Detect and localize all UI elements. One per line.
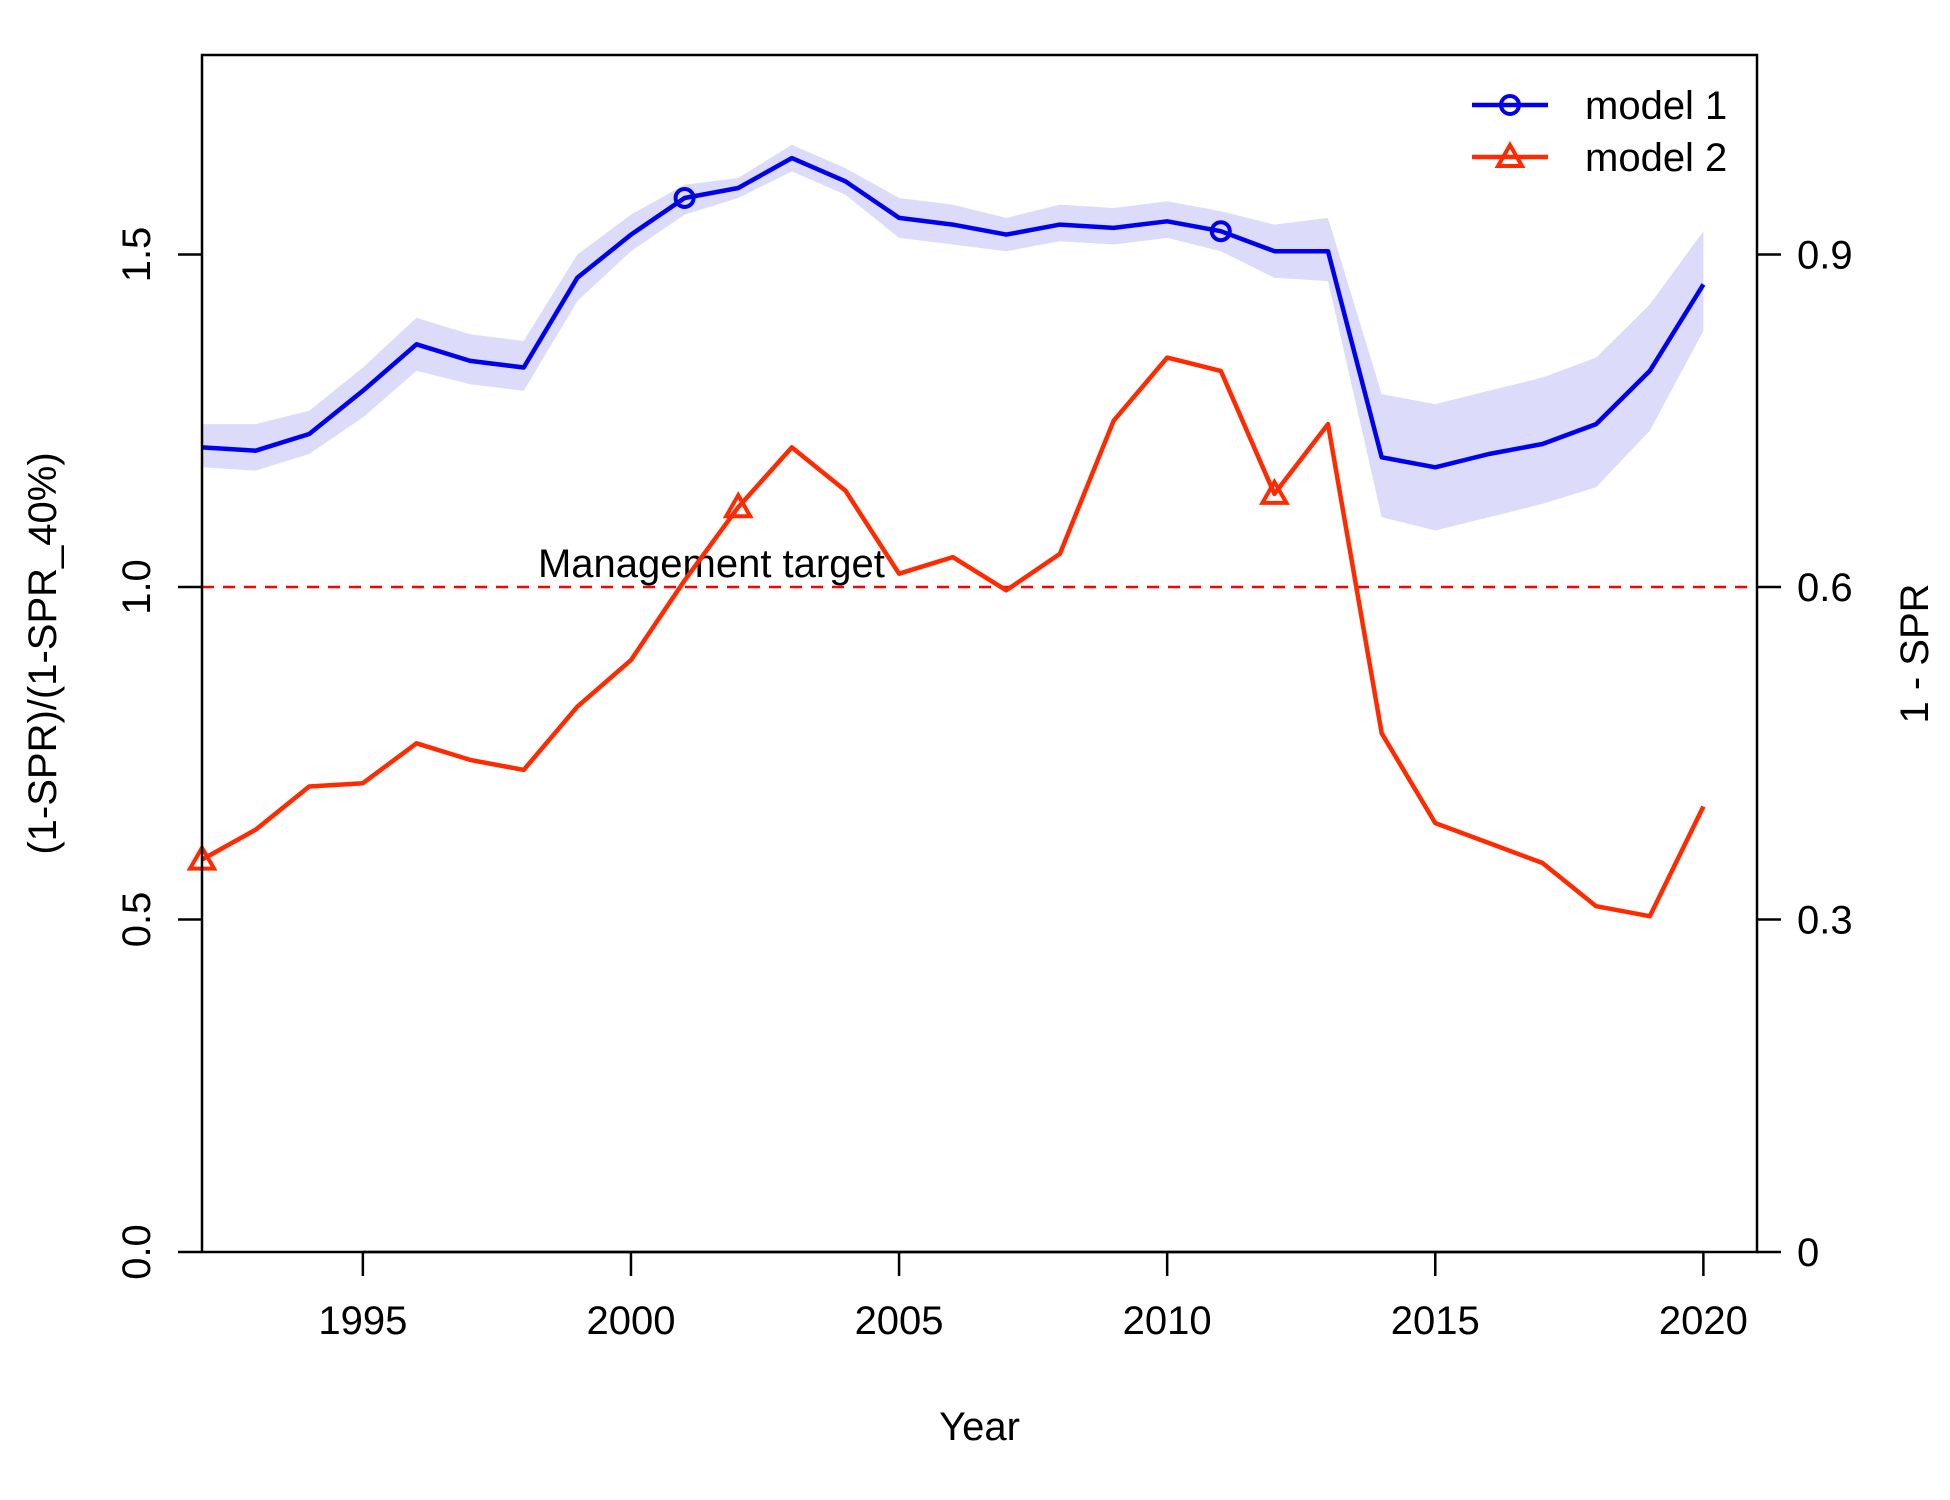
y-right-tick-label: 0 xyxy=(1797,1231,1819,1275)
y-tick-label: 1.5 xyxy=(115,227,159,283)
y-right-tick-label: 0.6 xyxy=(1797,566,1853,610)
y-tick-label: 0.0 xyxy=(115,1224,159,1280)
x-axis-title: Year xyxy=(939,1405,1020,1449)
x-tick-label: 2000 xyxy=(586,1299,675,1343)
y-right-tick-label: 0.9 xyxy=(1797,234,1853,278)
x-axis: 1995 2000 2005 2010 2015 2020 xyxy=(318,1250,1748,1343)
legend-label: model 2 xyxy=(1585,136,1727,180)
x-tick-label: 1995 xyxy=(318,1299,407,1343)
x-tick-label: 2020 xyxy=(1659,1299,1748,1343)
series-2-marker xyxy=(1258,477,1290,505)
series-line-1 xyxy=(201,155,1706,470)
legend-marker xyxy=(1494,140,1526,168)
y-right-tick-label: 0.3 xyxy=(1797,899,1853,943)
y-axis-title-left: (1-SPR)/(1-SPR_40%) xyxy=(21,452,65,854)
y-tick-label: 1.0 xyxy=(115,559,159,615)
management-target-label: Management target xyxy=(538,542,885,586)
series-2-marker xyxy=(722,491,754,519)
legend: model 1 model 2 xyxy=(1472,84,1727,180)
y-axis-left: 0.0 0.5 1.0 1.5 xyxy=(115,227,202,1280)
x-tick-label: 2005 xyxy=(855,1299,944,1343)
confidence-bands xyxy=(202,144,1704,531)
legend-label: model 1 xyxy=(1585,84,1727,128)
series-markers xyxy=(186,186,1290,871)
y-tick-label: 0.5 xyxy=(115,892,159,948)
confidence-band-1 xyxy=(202,144,1704,531)
legend-item-1: model 1 xyxy=(1472,84,1727,128)
y-axis-title-right: 1 - SPR xyxy=(1893,583,1937,723)
legend-marker xyxy=(1499,94,1521,116)
legend-item-2: model 2 xyxy=(1472,136,1727,180)
x-tick-label: 2010 xyxy=(1123,1299,1212,1343)
x-tick-label: 2015 xyxy=(1391,1299,1480,1343)
y-axis-right: 0 0.3 0.6 0.9 xyxy=(1757,234,1853,1275)
series-1-marker xyxy=(1209,220,1232,243)
series-1-marker xyxy=(673,186,696,209)
series-lines xyxy=(200,155,1706,919)
series-line-2 xyxy=(200,355,1706,919)
